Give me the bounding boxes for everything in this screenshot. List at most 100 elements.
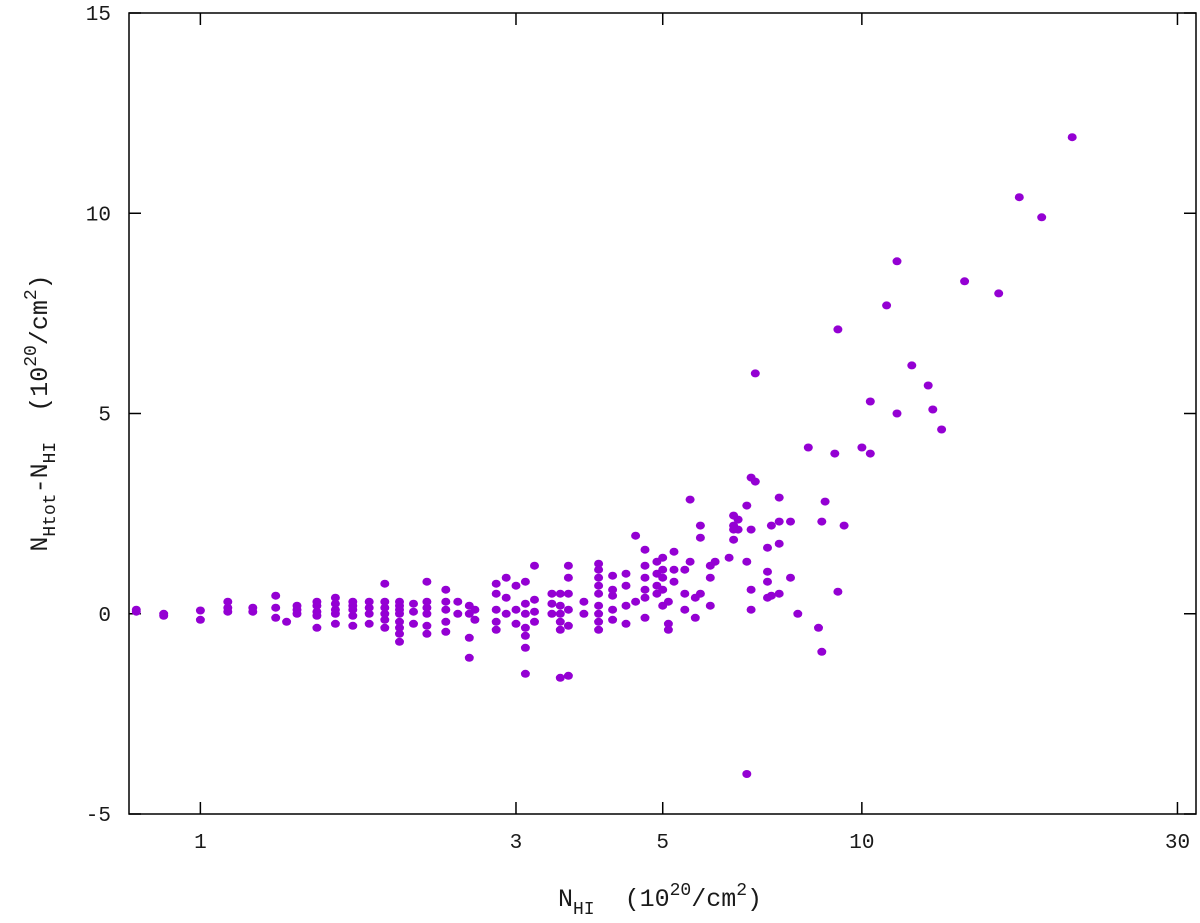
y-tick-label: 5 [98,405,111,428]
data-point [865,397,875,406]
data-point [312,623,322,632]
x-tick-label: 10 [849,832,874,855]
data-point [422,629,432,638]
data-point [530,595,539,604]
data-point [594,601,604,610]
data-point [746,525,756,534]
data-point [960,277,970,286]
data-point [364,619,374,628]
tick-labels: 1 3 5 10 30 -5 0 5 10 15 [86,4,1190,855]
data-point [594,559,604,568]
data-point [330,593,340,602]
data-point [530,561,539,570]
data-point [710,557,720,566]
data-point [833,587,843,596]
data-point [695,533,705,542]
data-point [422,577,432,586]
data-point [364,597,374,606]
data-point [766,591,776,600]
data-point [380,615,390,624]
data-points [131,133,1077,778]
data-point [530,607,539,616]
data-point [563,621,573,630]
data-point [547,589,557,598]
data-point [685,557,695,566]
data-point [511,581,521,590]
data-point [441,585,451,594]
data-point [680,589,690,598]
data-point [422,597,432,606]
data-point [594,581,604,590]
data-point [563,605,573,614]
data-point [608,585,618,594]
data-point [441,597,451,606]
data-point [830,449,840,458]
data-point [195,615,205,624]
data-point [491,579,501,588]
data-point [491,605,501,614]
data-point [763,567,772,576]
data-point [663,625,673,634]
data-point [742,770,752,778]
data-point [520,623,530,632]
data-point [594,565,604,574]
data-point [640,585,650,594]
data-point [786,517,795,526]
x-tick-label: 30 [1165,832,1190,855]
data-point [511,605,521,614]
data-point [658,565,668,574]
x-tick-label: 5 [656,832,669,855]
data-point [928,405,938,414]
data-point [501,593,511,602]
data-point [746,585,756,594]
data-point [312,597,322,606]
data-point [348,597,358,606]
data-point [555,589,565,598]
data-point [395,623,404,632]
data-point [865,449,875,458]
data-point [786,573,795,582]
data-point [640,545,650,554]
data-point [882,301,892,310]
data-point [857,443,867,452]
data-point [907,361,917,370]
data-point [669,577,679,586]
data-point [563,573,573,582]
data-point [750,477,760,486]
data-point [520,577,530,586]
data-point [380,597,390,606]
data-point [640,573,650,582]
data-point [470,605,480,614]
data-point [271,591,281,600]
y-axis-title: NHtot-NHI (1020/cm2) [22,274,61,551]
data-point [658,553,668,562]
data-point [395,597,404,606]
x-axis-title: NHI (1020/cm2) [558,881,762,920]
data-point [680,565,690,574]
data-point [453,597,463,606]
data-point [763,577,772,586]
data-point [994,289,1004,298]
data-point [330,619,340,628]
data-point [1014,193,1024,202]
data-point [658,585,668,594]
data-point [594,617,604,626]
data-point [608,591,618,600]
data-point [608,571,618,580]
data-point [640,613,650,622]
data-point [312,607,322,616]
data-point [348,611,358,620]
data-point [511,619,521,628]
data-point [380,623,390,632]
data-point [820,497,830,506]
data-point [555,673,565,682]
data-point [520,643,530,652]
data-point [555,617,565,626]
data-point [579,609,589,618]
data-point [663,597,673,606]
data-point [555,609,565,618]
data-point [663,619,673,628]
x-tick-label: 3 [510,832,523,855]
data-point [594,609,604,618]
data-point [395,617,404,626]
